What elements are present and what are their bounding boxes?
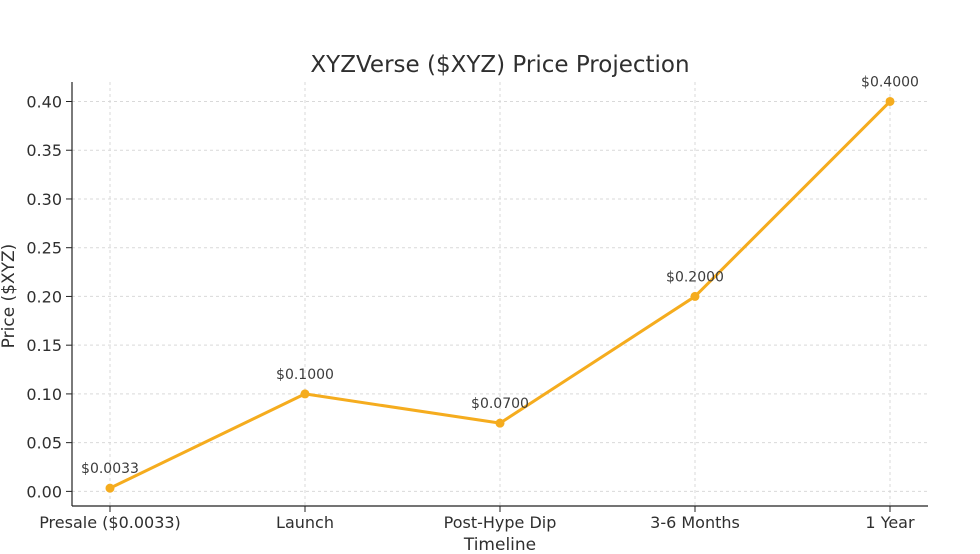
tick-labels: 0.00 0.05 0.10 0.15 0.20 0.25 0.30 0.35 0.40 Pres… <box>26 92 915 532</box>
grid-lines <box>72 82 928 506</box>
price-data-label: $0.0700 <box>471 396 529 412</box>
price-series <box>105 96 895 493</box>
price-data-label: $0.2000 <box>666 269 724 285</box>
x-tick-label: 3-6 Months <box>650 513 740 532</box>
x-tick-label: Post-Hype Dip <box>444 513 557 532</box>
price-point <box>495 418 505 428</box>
price-point <box>885 96 895 106</box>
x-tick-label: Launch <box>276 513 334 532</box>
y-tick-label: 0.30 <box>26 190 62 209</box>
price-data-label: $0.1000 <box>276 367 334 383</box>
data-labels: $0.0033 $0.1000 $0.0700 $0.2000 $0.4000 <box>81 74 919 477</box>
y-tick-label: 0.20 <box>26 287 62 306</box>
price-data-label: $0.0033 <box>81 461 139 477</box>
chart-title: XYZVerse ($XYZ) Price Projection <box>310 52 689 78</box>
price-data-label: $0.4000 <box>861 74 919 90</box>
y-tick-label: 0.35 <box>26 141 62 160</box>
x-tick-label: 1 Year <box>865 513 915 532</box>
x-tick-label: Presale ($0.0033) <box>39 513 181 532</box>
price-point <box>690 291 700 301</box>
y-tick-label: 0.10 <box>26 385 62 404</box>
y-axis-label: Price ($XYZ) <box>0 244 19 349</box>
axes <box>66 82 928 512</box>
y-tick-label: 0.15 <box>26 336 62 355</box>
price-point <box>300 389 310 399</box>
price-point <box>105 483 115 493</box>
y-tick-label: 0.25 <box>26 239 62 258</box>
y-tick-label: 0.05 <box>26 434 62 453</box>
y-tick-label: 0.00 <box>26 482 62 501</box>
x-axis-label: Timeline <box>463 535 536 554</box>
y-tick-label: 0.40 <box>26 92 62 111</box>
